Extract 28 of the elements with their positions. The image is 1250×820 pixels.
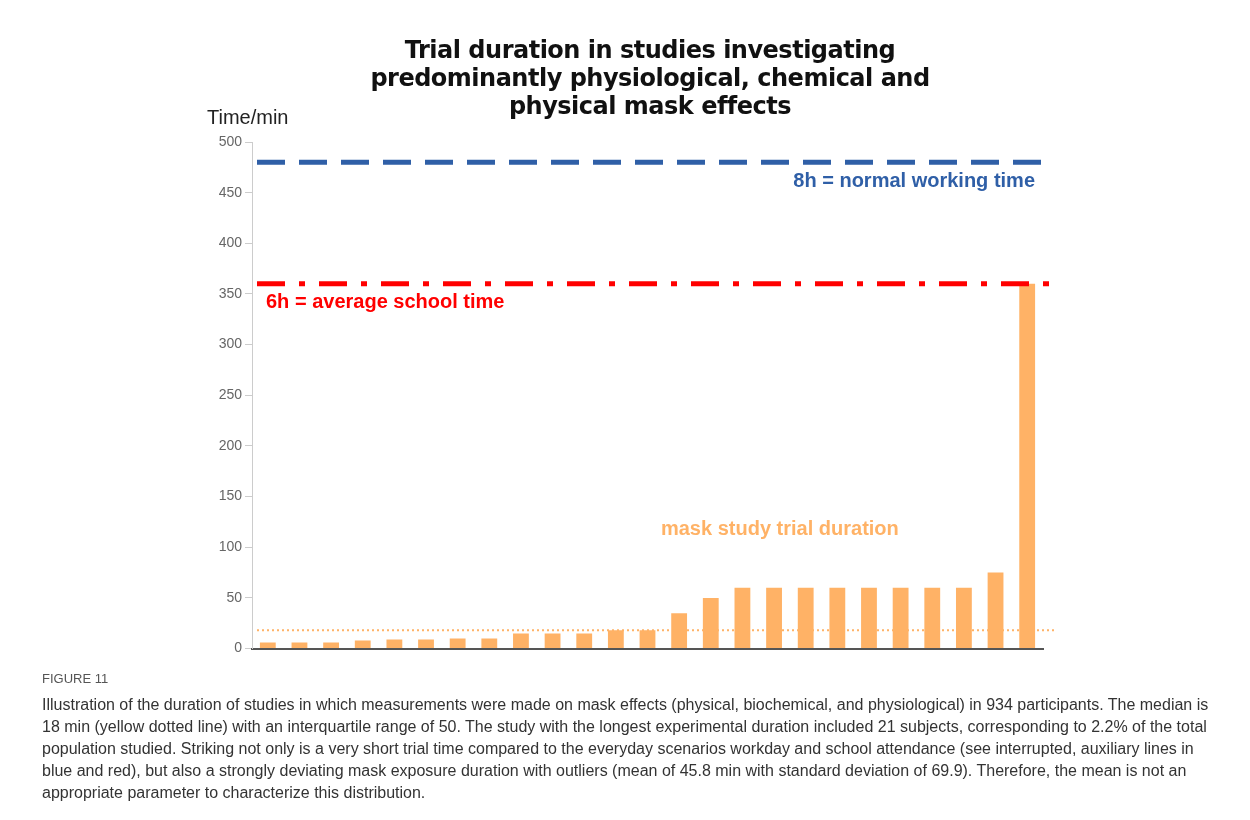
bar <box>576 633 593 649</box>
bar <box>481 638 498 649</box>
y-tick-label: 450 <box>218 183 243 200</box>
y-axis-title: Time/min <box>207 106 289 129</box>
bar <box>259 642 276 649</box>
y-tick-label: 300 <box>218 335 243 352</box>
chart-title: Trial duration in studies investigating predominantly physiological, chemical and physical mask effects <box>369 36 931 120</box>
y-tick-label: 50 <box>226 588 243 605</box>
bar <box>418 639 434 649</box>
bar <box>323 642 340 649</box>
bar <box>544 633 561 649</box>
y-tick-label: 400 <box>218 234 243 251</box>
bar <box>354 640 371 649</box>
y-tick-label: 250 <box>218 386 243 403</box>
caption: FIGURE 11 <box>42 670 110 688</box>
bar <box>386 639 403 649</box>
text: mask study trial duration <box>660 516 899 539</box>
y-tick-label: 200 <box>218 436 243 453</box>
bar <box>449 638 466 649</box>
y-tick-label: 350 <box>218 284 243 301</box>
y-tick-label: 150 <box>218 487 243 504</box>
y-tick-label: 500 <box>218 132 243 149</box>
ref-line-label: 6h = average school time <box>266 290 505 313</box>
text: Illustration of the duration of studies in which measurements were made on mask effects (physical, biochemical, and physiological) in 934 participants. The median is 18 min (yellow dotted line) with an interquartile range of 50. The study with the longest experimental duration included 21 subjects, corresponding to 2.2% of the total population studied. Striking not only is a very short trial time compared to the everyday scenarios workday and school attendance (see interrupted, auxiliary lines in blue and red), but also a strongly deviating mask exposure duration with outliers (mean of 45.8 min with standard deviation of 69.9). Therefore, the mean is not an appropriate parameter to characterize this distribution. <box>42 695 1210 803</box>
y-tick-label: 0 <box>234 639 243 656</box>
y-tick-label: 100 <box>218 538 243 555</box>
ref-line-label: 8h = normal working time <box>793 168 1035 191</box>
bar <box>513 633 529 649</box>
